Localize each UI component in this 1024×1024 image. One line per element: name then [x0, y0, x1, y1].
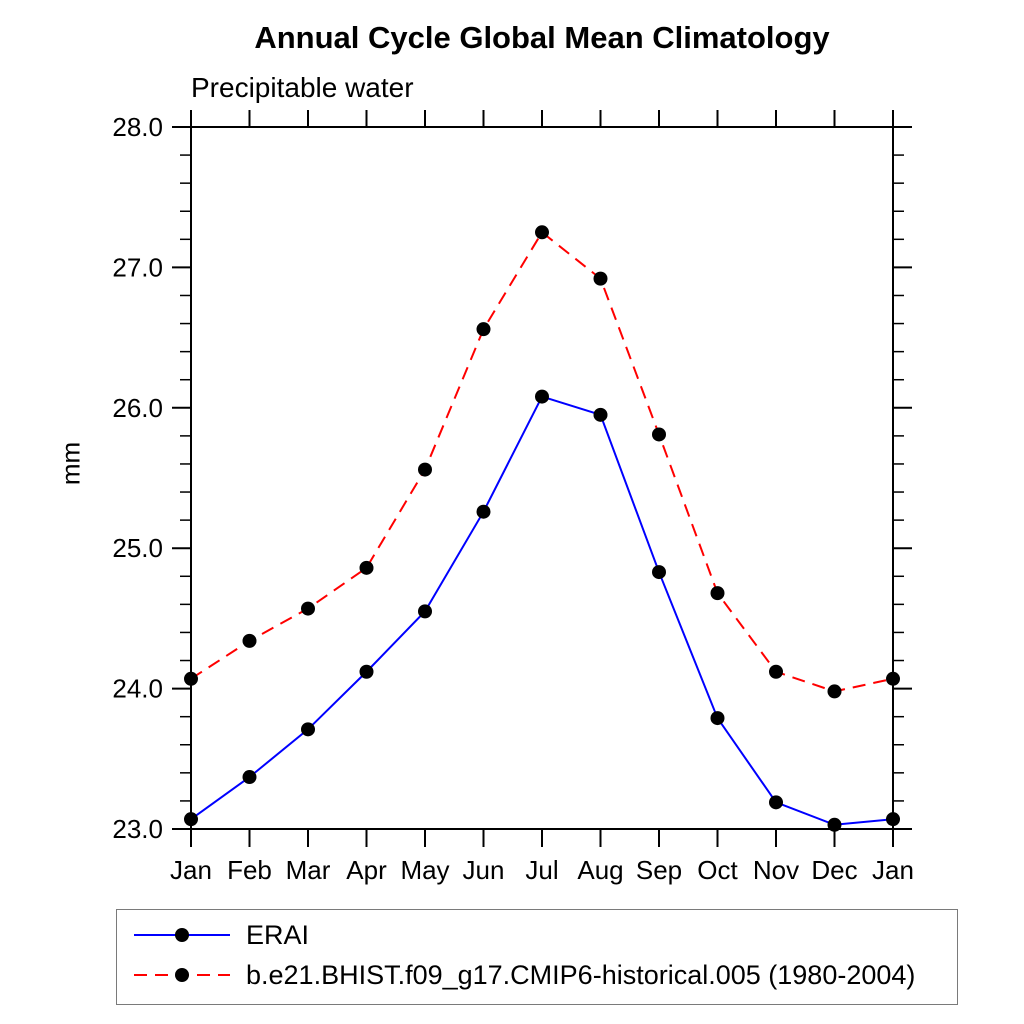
model-line-sample-icon	[134, 968, 230, 982]
data-point-marker	[418, 604, 432, 619]
data-point-marker	[301, 601, 315, 616]
y-tick-label: 23.0	[112, 814, 163, 844]
data-point-marker	[769, 664, 783, 679]
data-point-marker	[827, 817, 842, 832]
data-point-marker	[535, 389, 549, 404]
x-tick-label: Oct	[697, 855, 738, 885]
data-point-marker	[301, 722, 315, 737]
legend-entry-model: b.e21.BHIST.f09_g17.CMIP6-historical.005…	[134, 960, 915, 990]
data-point-marker	[769, 795, 783, 810]
data-point-marker	[886, 671, 900, 686]
marker-dot-icon	[175, 928, 189, 942]
x-tick-label: Aug	[577, 855, 623, 885]
legend-label-erai: ERAI	[246, 919, 310, 950]
data-point-marker	[359, 560, 374, 575]
y-axis-ticks	[172, 126, 912, 830]
x-tick-label: Dec	[811, 855, 857, 885]
y-axis-tick-labels: 23.0 24.0 25.0 26.0 27.0 28.0	[112, 112, 163, 844]
x-tick-label: May	[400, 855, 449, 885]
data-point-marker	[593, 407, 608, 422]
x-tick-label: Jan	[872, 855, 914, 885]
data-point-marker	[652, 565, 666, 580]
legend-entry-erai: ERAI	[134, 920, 309, 950]
data-point-marker	[242, 770, 257, 785]
y-tick-label: 28.0	[112, 112, 163, 142]
data-point-marker	[710, 586, 725, 601]
x-tick-label: Mar	[286, 855, 331, 885]
data-point-marker	[418, 462, 432, 477]
data-point-marker	[359, 664, 374, 679]
x-axis-tick-labels: Jan Feb Mar Apr May Jun Jul Aug Sep Oct Nov Dec Jan	[170, 855, 914, 885]
erai-line-sample-icon	[134, 928, 230, 942]
data-point-marker	[242, 633, 257, 648]
x-tick-label: Jul	[525, 855, 558, 885]
x-tick-label: Feb	[227, 855, 272, 885]
legend: ERAI b.e21.BHIST.f09_g17.CMIP6-historica…	[116, 909, 958, 1005]
data-point-marker	[184, 671, 198, 686]
x-tick-label: Apr	[346, 855, 387, 885]
x-tick-label: Jun	[463, 855, 505, 885]
legend-label-model: b.e21.BHIST.f09_g17.CMIP6-historical.005…	[246, 959, 916, 990]
x-axis-ticks	[190, 110, 894, 847]
chart-title: Annual Cycle Global Mean Climatology	[254, 20, 830, 55]
data-point-marker	[535, 225, 549, 240]
data-point-marker	[476, 504, 491, 519]
data-point-marker	[652, 427, 666, 442]
x-tick-label: Jan	[170, 855, 212, 885]
model-series	[184, 225, 900, 699]
marker-dot-icon	[175, 968, 189, 982]
data-point-marker	[593, 271, 608, 286]
x-tick-label: Sep	[636, 855, 682, 885]
x-tick-label: Nov	[753, 855, 799, 885]
data-point-marker	[827, 684, 842, 699]
y-tick-label: 25.0	[112, 533, 163, 563]
y-tick-label: 24.0	[112, 674, 163, 704]
data-point-marker	[184, 812, 198, 827]
y-tick-label: 26.0	[112, 393, 163, 423]
data-point-marker	[886, 812, 900, 827]
chart-subtitle: Precipitable water	[191, 72, 414, 103]
erai-series	[184, 389, 900, 832]
y-tick-label: 27.0	[112, 252, 163, 282]
data-point-marker	[710, 711, 725, 726]
data-point-marker	[476, 322, 491, 337]
